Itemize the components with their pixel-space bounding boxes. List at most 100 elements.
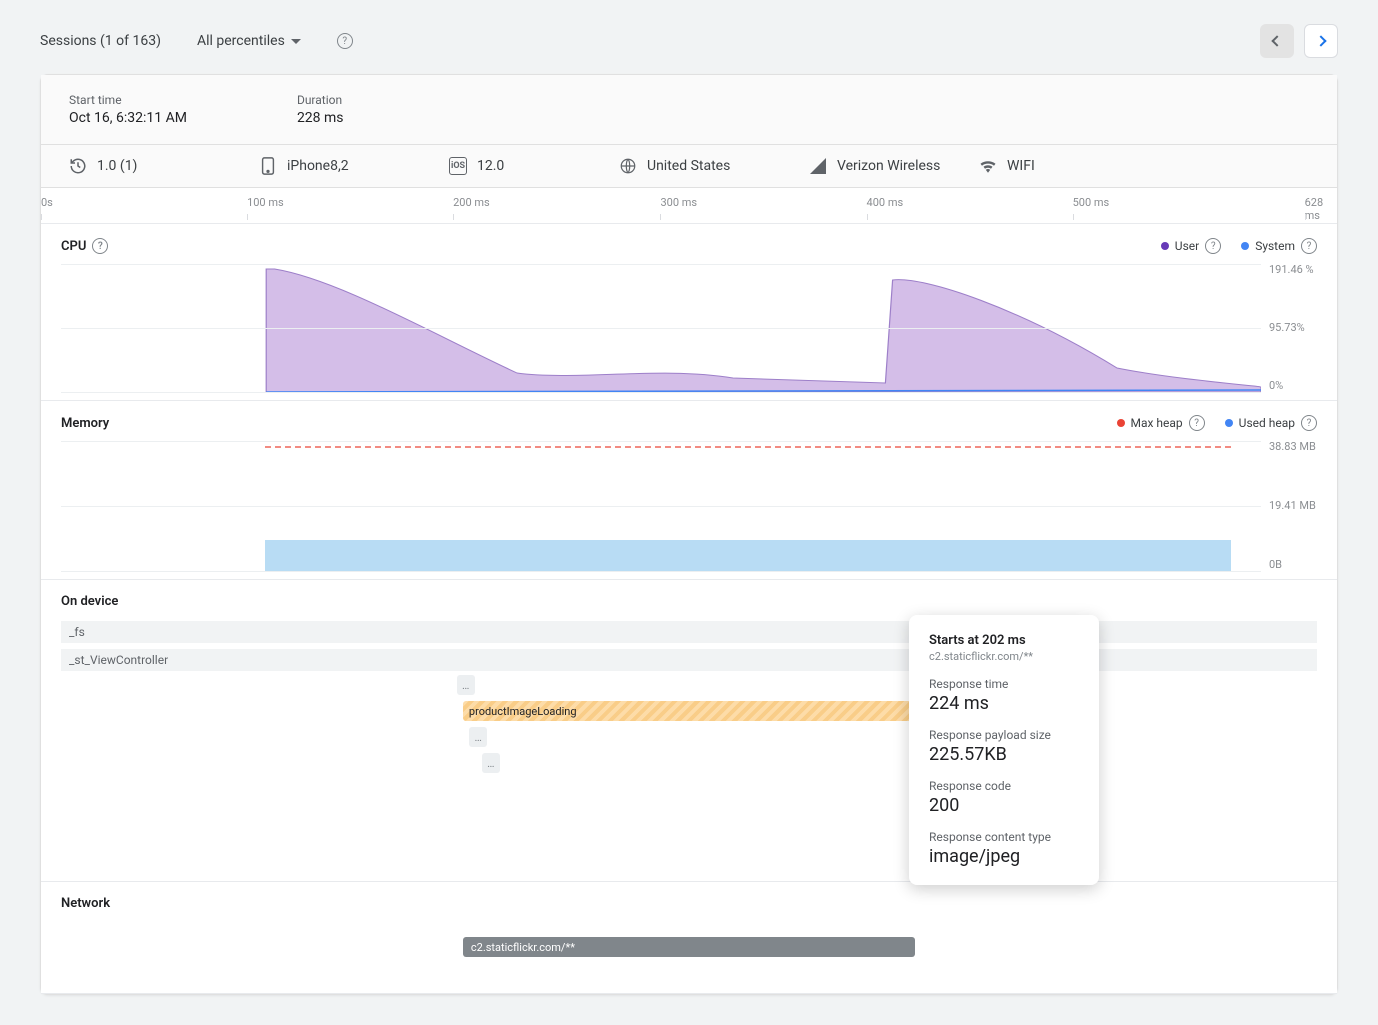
memory-title: Memory	[61, 416, 109, 431]
trace-row[interactable]: _fs	[61, 619, 1317, 645]
country: United States	[619, 157, 809, 175]
top-bar: Sessions (1 of 163) All percentiles ?	[40, 24, 1338, 58]
legend-dot-icon	[1241, 242, 1249, 250]
legend-label: Used heap	[1239, 416, 1295, 430]
y-axis-label: 19.41 MB	[1269, 500, 1317, 512]
ruler-tick: 100 ms	[247, 196, 284, 209]
network-request-bar[interactable]: c2.staticflickr.com/**	[463, 937, 915, 957]
help-icon[interactable]: ?	[92, 238, 108, 254]
app-version-value: 1.0 (1)	[97, 158, 137, 174]
network-tooltip: Starts at 202 ms c2.staticflickr.com/** …	[909, 615, 1099, 885]
next-session-button[interactable]	[1304, 24, 1338, 58]
session-nav	[1260, 24, 1338, 58]
device-bar: 1.0 (1) iPhone8,2 iOS 12.0 United States…	[41, 145, 1337, 188]
ios-icon: iOS	[449, 157, 467, 175]
start-time-label: Start time	[69, 93, 187, 107]
legend-label: Max heap	[1131, 416, 1183, 430]
signal-icon	[809, 157, 827, 175]
legend-dot-icon	[1161, 242, 1169, 250]
cpu-title-text: CPU	[61, 239, 86, 254]
duration-label: Duration	[297, 93, 344, 107]
chevron-right-icon	[1315, 35, 1326, 46]
legend-item: Max heap?	[1117, 415, 1205, 431]
cpu-title: CPU ?	[61, 238, 108, 254]
trace-span[interactable]: productImageLoading	[463, 701, 940, 721]
cpu-section: CPU ? User?System? 191.46 %95.73%0%	[41, 224, 1337, 401]
os-version-value: 12.0	[477, 158, 504, 174]
tooltip-starts-at: Starts at 202 ms	[929, 633, 1079, 648]
trace-span-collapsed[interactable]: …	[482, 753, 500, 773]
legend-label: System	[1255, 239, 1295, 253]
device-model-value: iPhone8,2	[287, 158, 349, 174]
legend-label: User	[1175, 239, 1199, 253]
chevron-left-icon	[1271, 35, 1282, 46]
y-axis-label: 191.46 %	[1269, 264, 1317, 276]
timeline-ruler: 0s100 ms200 ms300 ms400 ms500 ms628 ms	[41, 188, 1337, 224]
max-heap-line	[265, 446, 1231, 448]
ondevice-title: On device	[61, 594, 118, 609]
help-icon[interactable]: ?	[1301, 415, 1317, 431]
device-model: iPhone8,2	[259, 157, 449, 175]
y-axis-label: 0B	[1269, 559, 1317, 571]
dropdown-arrow-icon	[291, 39, 301, 44]
ondevice-section: On device _fs _st_ViewController … product…	[41, 580, 1337, 882]
carrier: Verizon Wireless	[809, 157, 979, 175]
tooltip-code-label: Response code	[929, 779, 1079, 793]
memory-section: Memory Max heap?Used heap? 38.83 MB19.41…	[41, 401, 1337, 580]
network-type: WIFI	[979, 157, 1309, 175]
legend-dot-icon	[1117, 419, 1125, 427]
memory-legend: Max heap?Used heap?	[1117, 415, 1318, 431]
help-icon[interactable]: ?	[337, 33, 353, 49]
cpu-chart[interactable]	[61, 264, 1261, 392]
ruler-tick: 500 ms	[1073, 196, 1110, 209]
y-axis-label: 95.73%	[1269, 322, 1317, 334]
legend-item: System?	[1241, 238, 1317, 254]
ondevice-title-text: On device	[61, 594, 118, 609]
ruler-tick: 400 ms	[867, 196, 904, 209]
globe-icon	[619, 157, 637, 175]
cpu-legend: User?System?	[1161, 238, 1317, 254]
session-card: Start time Oct 16, 6:32:11 AM Duration 2…	[40, 74, 1338, 995]
memory-title-text: Memory	[61, 416, 109, 431]
memory-y-axis: 38.83 MB19.41 MB0B	[1261, 441, 1317, 571]
help-icon[interactable]: ?	[1189, 415, 1205, 431]
phone-icon	[259, 157, 277, 175]
help-icon[interactable]: ?	[1205, 238, 1221, 254]
history-icon	[69, 157, 87, 175]
prev-session-button[interactable]	[1260, 24, 1294, 58]
percentile-dropdown-label: All percentiles	[197, 33, 285, 49]
tooltip-payload-label: Response payload size	[929, 728, 1079, 742]
y-axis-label: 0%	[1269, 380, 1317, 392]
network-section: Network c2.staticflickr.com/**	[41, 882, 1337, 994]
carrier-value: Verizon Wireless	[837, 158, 940, 174]
trace-span-collapsed[interactable]: …	[457, 675, 475, 695]
ondevice-body: _fs _st_ViewController … productImageLoadi…	[61, 619, 1317, 881]
trace-label: _st_ViewController	[61, 649, 1317, 671]
memory-chart[interactable]	[61, 441, 1261, 571]
network-title: Network	[61, 896, 110, 911]
sessions-count-label: Sessions (1 of 163)	[40, 33, 161, 49]
trace-label: _fs	[61, 621, 1317, 643]
wifi-icon	[979, 157, 997, 175]
legend-item: Used heap?	[1225, 415, 1317, 431]
legend-dot-icon	[1225, 419, 1233, 427]
tooltip-response-time-value: 224 ms	[929, 693, 1079, 714]
network-title-text: Network	[61, 896, 110, 911]
app-version: 1.0 (1)	[69, 157, 259, 175]
percentile-dropdown[interactable]: All percentiles	[197, 33, 301, 49]
os-version: iOS 12.0	[449, 157, 619, 175]
help-icon[interactable]: ?	[1301, 238, 1317, 254]
trace-span-collapsed[interactable]: …	[469, 727, 487, 747]
ruler-tick: 300 ms	[660, 196, 697, 209]
start-time-field: Start time Oct 16, 6:32:11 AM	[69, 93, 187, 126]
card-header: Start time Oct 16, 6:32:11 AM Duration 2…	[41, 75, 1337, 145]
network-type-value: WIFI	[1007, 158, 1035, 174]
tooltip-payload-value: 225.57KB	[929, 744, 1079, 765]
tooltip-url: c2.staticflickr.com/**	[929, 650, 1079, 663]
tooltip-response-time-label: Response time	[929, 677, 1079, 691]
tooltip-code-value: 200	[929, 795, 1079, 816]
start-time-value: Oct 16, 6:32:11 AM	[69, 110, 187, 126]
legend-item: User?	[1161, 238, 1221, 254]
network-body: c2.staticflickr.com/**	[61, 921, 1317, 973]
trace-row[interactable]: _st_ViewController	[61, 647, 1317, 673]
